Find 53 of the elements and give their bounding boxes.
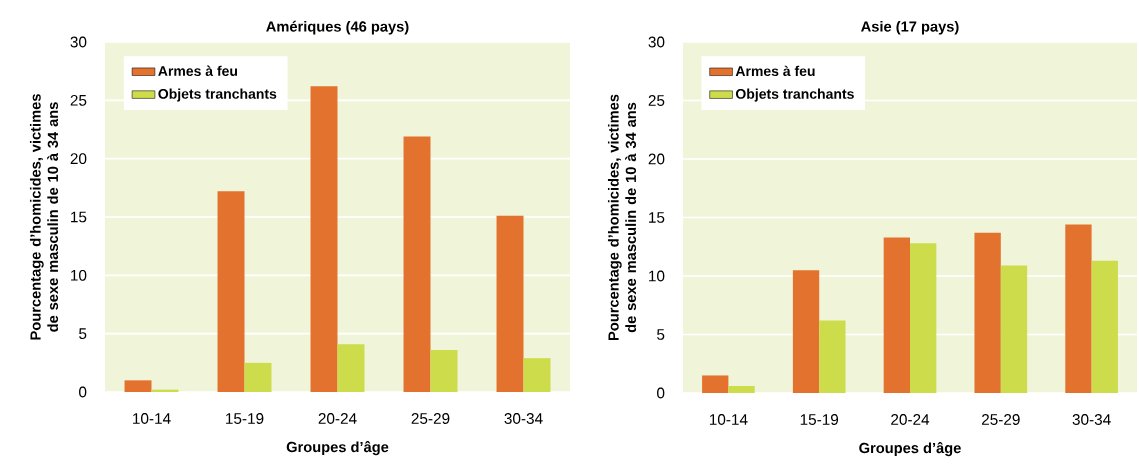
x-tick-label: 20-24 xyxy=(318,413,357,424)
legend-label: Armes à feu xyxy=(735,65,815,77)
bar xyxy=(1091,260,1118,393)
bar xyxy=(310,86,338,392)
legend-label: Armes à feu xyxy=(158,65,238,77)
y-tick-label: 5 xyxy=(79,328,87,340)
bar xyxy=(974,232,1001,393)
bar xyxy=(496,215,524,392)
x-tick-label: 25-29 xyxy=(981,414,1020,425)
bar xyxy=(728,385,755,393)
bar xyxy=(819,320,846,393)
x-tick-label: 25-29 xyxy=(411,413,450,424)
x-tick-label: 10-14 xyxy=(133,413,171,424)
bar xyxy=(702,375,729,393)
x-axis-title: Groupes d’âge xyxy=(286,441,389,456)
x-tick-label: 15-19 xyxy=(800,414,839,425)
chart-title: Asie (17 pays) xyxy=(861,20,959,35)
bar xyxy=(523,358,551,392)
x-tick-label: 20-24 xyxy=(891,414,930,425)
bar xyxy=(244,362,272,392)
x-axis-title: Groupes d’âge xyxy=(859,442,961,457)
legend-label: Objets tranchants xyxy=(158,88,277,102)
y-tick-label: 15 xyxy=(71,211,87,223)
chart-title: Amériques (46 pays) xyxy=(266,20,409,35)
x-tick-label: 10-14 xyxy=(709,414,748,425)
bar xyxy=(430,350,458,392)
y-tick-label: 20 xyxy=(648,153,665,165)
x-tick-label: 30-34 xyxy=(1072,414,1111,425)
y-tick-label: 30 xyxy=(70,36,87,48)
y-tick-label: 25 xyxy=(648,95,665,106)
y-tick-label: 30 xyxy=(648,36,665,48)
legend-label: Objets tranchants xyxy=(735,88,854,102)
y-tick-label: 5 xyxy=(657,329,665,340)
y-axis-title: Pourcentage d’homicides, victimes de sexe masculin de 10 à 34 ans xyxy=(29,94,59,340)
bar xyxy=(124,380,152,392)
bar xyxy=(792,270,820,393)
y-tick-label: 10 xyxy=(649,270,665,282)
bar xyxy=(910,243,937,393)
bar xyxy=(217,191,245,392)
bar xyxy=(403,136,431,392)
y-tick-label: 25 xyxy=(70,94,87,106)
y-tick-label: 10 xyxy=(71,269,87,281)
x-tick-label: 15-19 xyxy=(226,413,264,424)
y-axis-title: Pourcentage d’homicides, victimes de sexe masculin de 10 à 34 ans xyxy=(607,94,637,340)
y-tick-label: 20 xyxy=(70,153,87,165)
y-tick-label: 0 xyxy=(79,386,87,398)
bar xyxy=(1065,224,1092,393)
x-tick-label: 30-34 xyxy=(504,413,543,424)
bar xyxy=(883,237,911,393)
y-tick-label: 15 xyxy=(649,212,665,223)
bar xyxy=(1000,265,1028,393)
bar xyxy=(337,344,365,392)
y-tick-label: 0 xyxy=(657,387,665,399)
